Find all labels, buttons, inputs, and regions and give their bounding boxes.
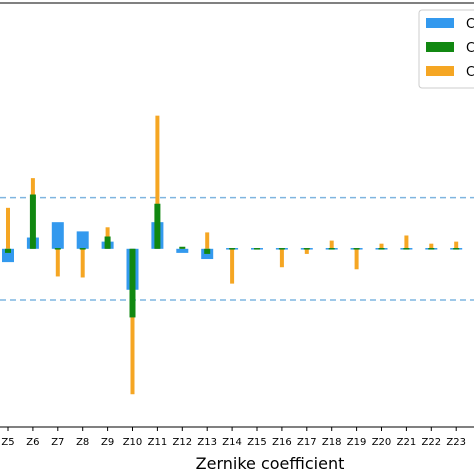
bar — [304, 248, 309, 254]
bar — [54, 248, 61, 250]
bar — [403, 248, 410, 250]
bar — [154, 203, 161, 249]
x-tick-label: Z22 — [422, 437, 442, 448]
x-tick-label: Z12 — [173, 437, 193, 448]
x-axis-title: Zernike coefficient — [196, 454, 345, 473]
x-tick-label: Z21 — [397, 437, 417, 448]
bar — [379, 243, 384, 249]
x-tick-label: Z13 — [197, 437, 217, 448]
bar — [130, 248, 135, 395]
bar — [353, 248, 360, 250]
bar — [179, 246, 186, 249]
bar — [6, 207, 10, 249]
bar — [328, 248, 335, 250]
x-tick-label: Z17 — [297, 437, 317, 448]
bar — [55, 248, 60, 277]
bar — [205, 232, 210, 249]
x-tick-label: Z23 — [446, 437, 466, 448]
bar — [29, 194, 36, 249]
x-tick-label: Z16 — [272, 437, 292, 448]
bar — [5, 248, 11, 253]
bar — [429, 243, 434, 249]
legend-label: C — [466, 65, 474, 80]
bar — [230, 248, 235, 284]
x-tick-label: Z5 — [1, 437, 14, 448]
x-tick-label: Z15 — [247, 437, 267, 448]
bar — [79, 248, 86, 250]
bar — [80, 248, 85, 278]
x-tick-label: Z18 — [322, 437, 342, 448]
bar — [428, 248, 435, 250]
bar — [176, 248, 189, 253]
bar — [104, 236, 111, 249]
bar — [76, 231, 89, 249]
bar — [453, 248, 460, 250]
bar — [354, 248, 359, 270]
x-tick-label: Z9 — [101, 437, 114, 448]
bar — [303, 248, 310, 250]
bar — [279, 248, 284, 268]
bars — [2, 115, 463, 395]
bar — [129, 248, 136, 318]
bar — [404, 235, 409, 249]
plot-frame — [0, 2, 474, 428]
x-tick-label: Z8 — [76, 437, 89, 448]
x-tick-label: Z10 — [123, 437, 143, 448]
x-tick-label: Z11 — [148, 437, 168, 448]
bar — [278, 248, 285, 250]
bar — [454, 241, 459, 249]
legend-label: C — [466, 41, 474, 56]
bar — [378, 248, 385, 250]
legend-swatch — [426, 42, 454, 52]
bar — [155, 115, 160, 249]
legend: CCC — [418, 9, 474, 89]
reference-lines — [0, 196, 474, 301]
x-tick-label: Z7 — [51, 437, 64, 448]
x-tick-label: Z14 — [222, 437, 242, 448]
bar — [204, 248, 211, 254]
legend-swatch — [426, 66, 454, 76]
bar — [229, 248, 236, 250]
bar — [254, 248, 260, 250]
x-tick-label: Z6 — [26, 437, 39, 448]
x-tick-label: Z20 — [372, 437, 392, 448]
bar — [329, 240, 334, 249]
axes — [0, 2, 474, 428]
bar — [51, 222, 64, 249]
x-tick-label: Z19 — [347, 437, 367, 448]
legend-swatch — [426, 18, 454, 28]
legend-label: C — [466, 17, 474, 32]
x-tick-labels: Z5 Z6 Z7 Z8 Z9 Z10 Z11 Z12 Z13 Z14 Z15 Z16 Z17 Z18 Z19… — [1, 427, 466, 448]
